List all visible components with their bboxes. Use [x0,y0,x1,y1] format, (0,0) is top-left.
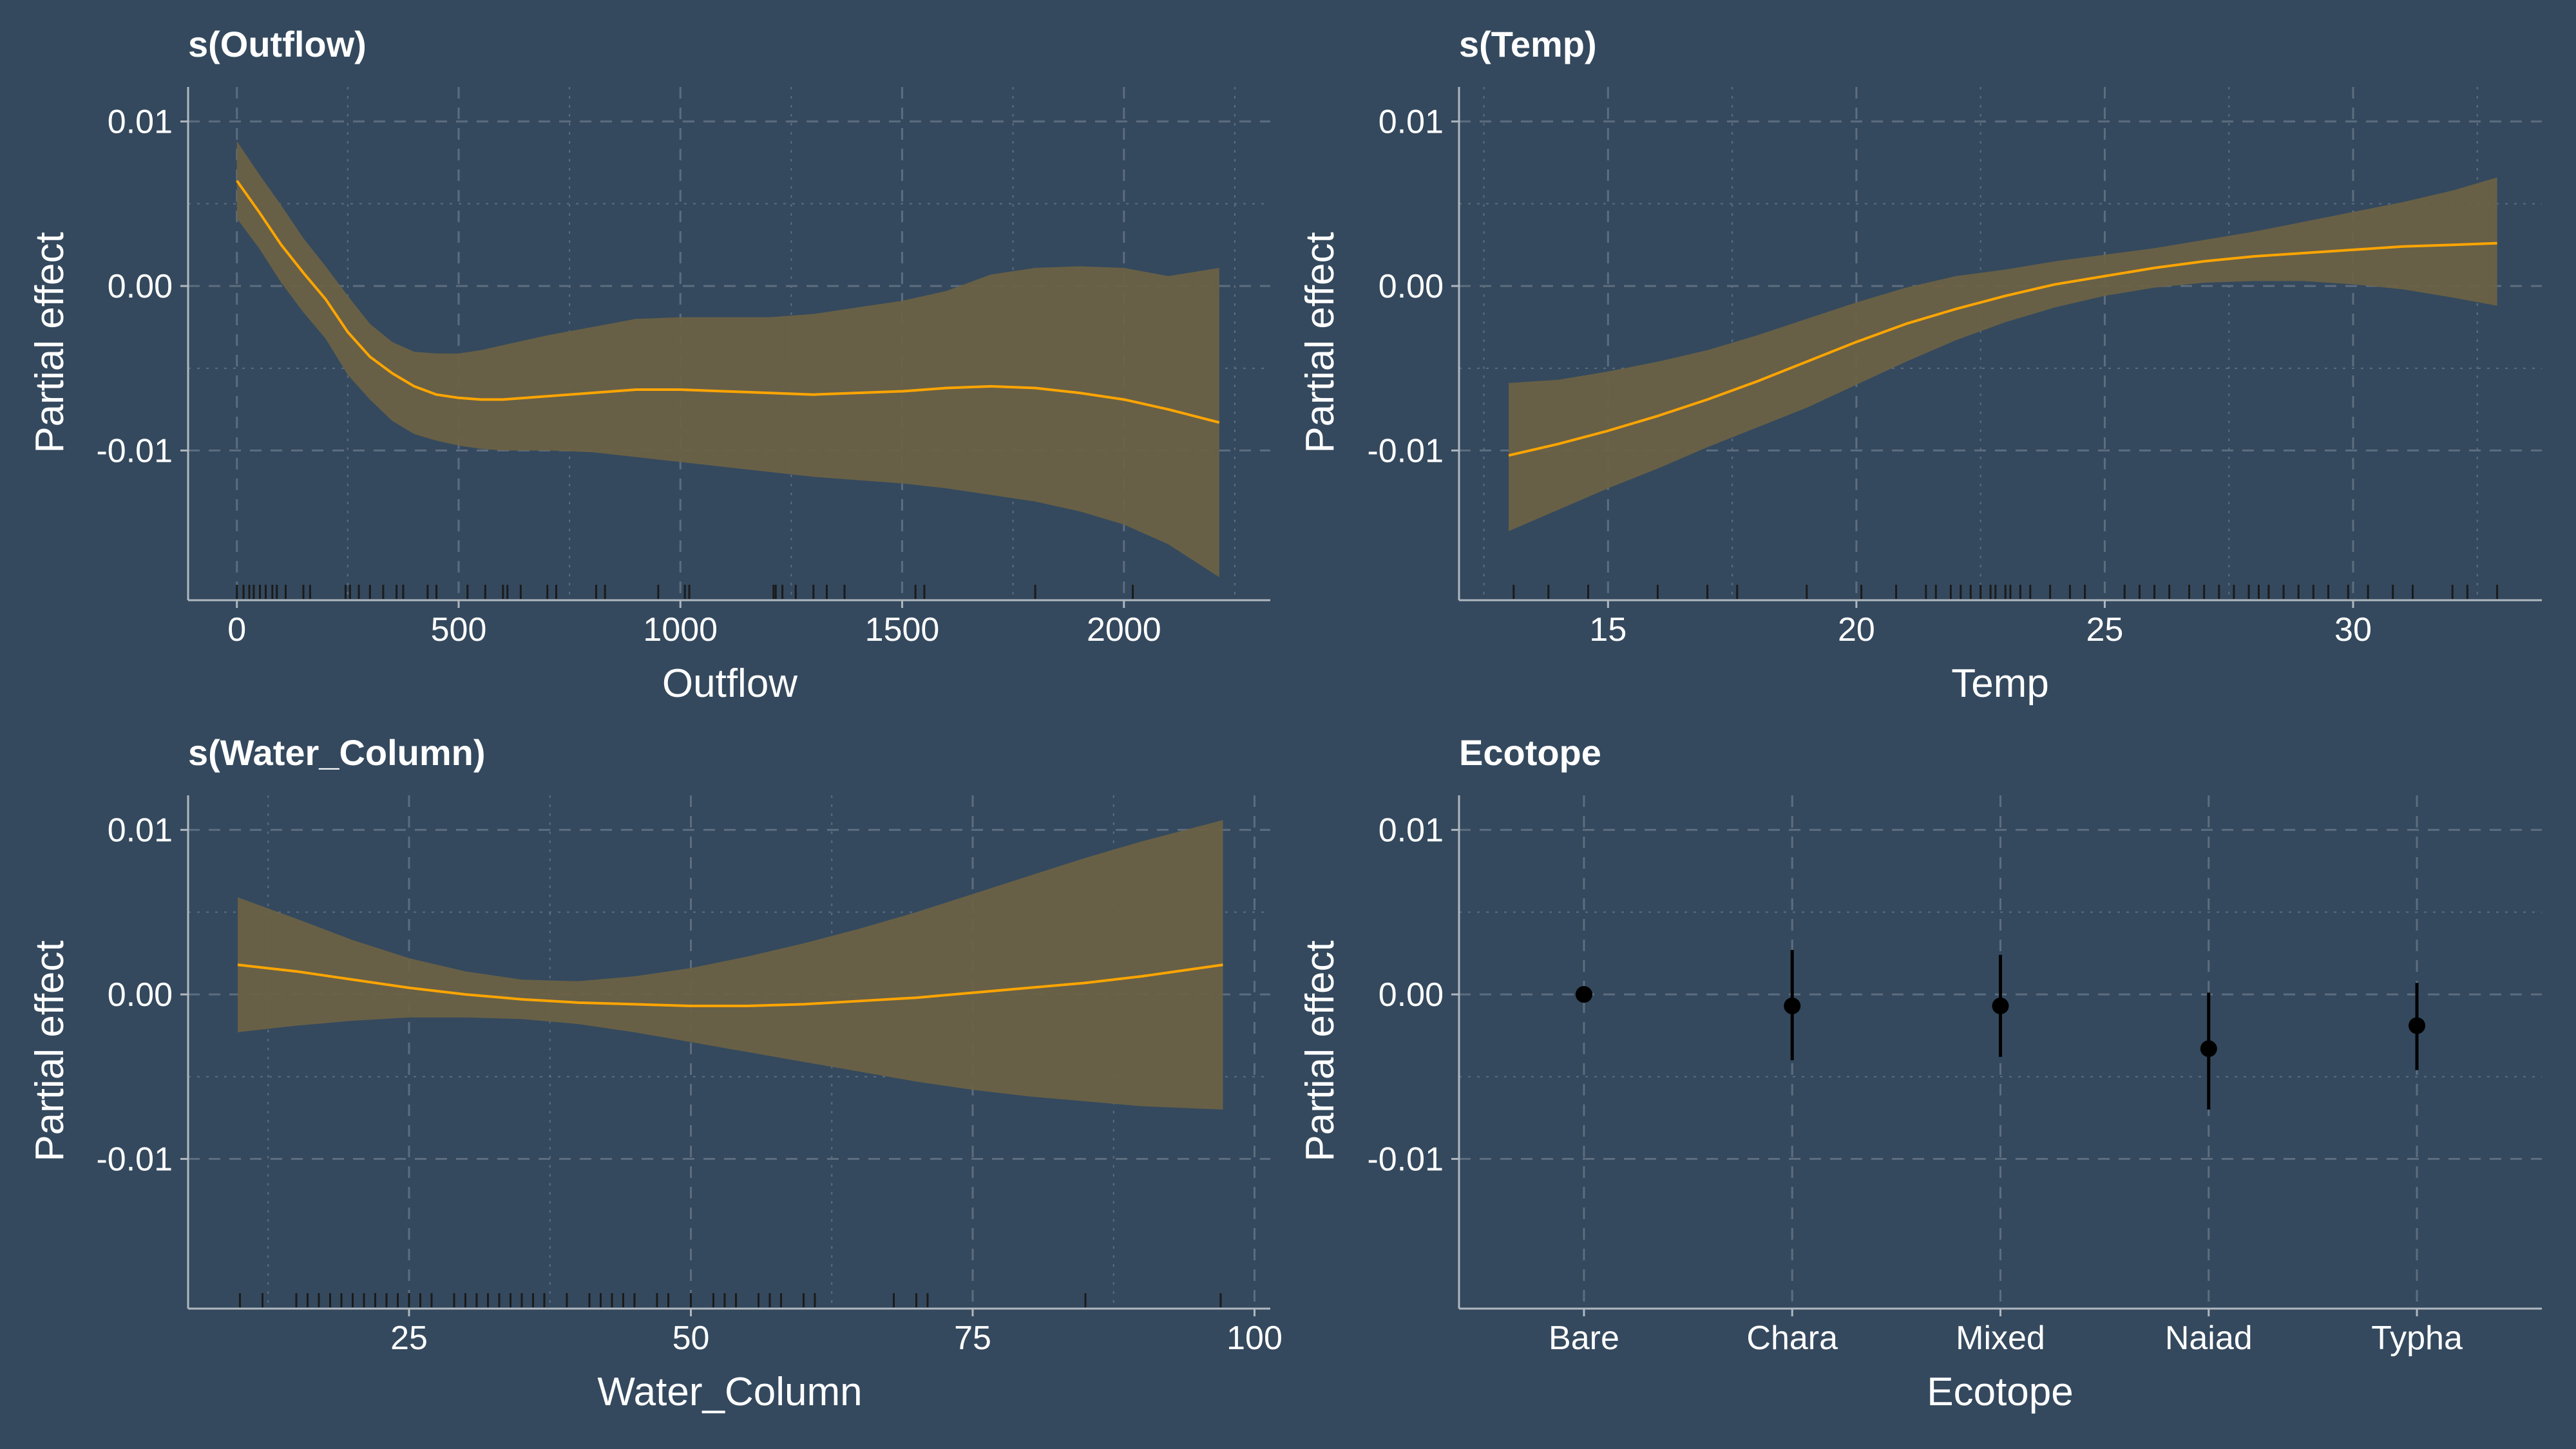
y-tick-label: -0.01 [1367,433,1444,470]
estimate-point [1575,986,1592,1003]
x-tick-label: 500 [431,611,487,649]
x-tick-label: 25 [2086,611,2124,649]
panel-ecotope: Ecotope -0.01 0.00 0.01 Bare Chara Mixed Naiad… [1298,732,2542,1414]
y-tick-label: 0.00 [1379,976,1444,1014]
y-tick-label: 0.00 [108,268,173,305]
x-tick-label: 2000 [1087,611,1161,649]
x-tick-label: Chara [1746,1320,1838,1357]
panel-title: s(Outflow) [188,24,367,64]
x-tick-label: Typha [2371,1320,2463,1357]
y-axis-title: Partial effect [28,940,72,1161]
y-tick-label: -0.01 [96,1141,173,1179]
x-tick-label: Naiad [2165,1320,2253,1357]
x-tick-label: 15 [1589,611,1627,649]
panel-title: s(Water_Column) [188,732,486,773]
y-axis-title: Partial effect [1298,232,1342,453]
estimate-point [2200,1040,2217,1057]
estimate-point [1784,997,1801,1014]
estimate-point [2409,1017,2426,1034]
y-tick-label: 0.00 [1379,268,1444,305]
x-axis-title: Water_Column [597,1370,862,1414]
y-tick-label: -0.01 [1367,1141,1444,1179]
panel-plot-layer: -0.01 0.00 0.01 25 50 75 100 [96,795,1283,1357]
confidence-band [238,820,1223,1110]
panel-temp: s(Temp) -0.01 0.00 0.01 15 20 25 30 Temp Parti… [1298,24,2542,706]
smooth-line [236,180,1220,424]
confidence-band [1509,177,2497,531]
x-tick-label: 100 [1226,1320,1283,1357]
x-tick-label: Mixed [1956,1320,2045,1357]
estimate-point [1992,997,2009,1014]
y-tick-label: 0.01 [1379,812,1444,849]
x-tick-label: 1000 [643,611,718,649]
y-tick-label: -0.01 [96,433,173,470]
y-axis-title: Partial effect [28,232,72,453]
x-axis-title: Temp [1951,661,2049,706]
x-axis-title: Ecotope [1927,1370,2074,1414]
x-tick-label: 30 [2334,611,2372,649]
x-tick-label: 0 [227,611,246,649]
confidence-band [236,141,1219,578]
x-tick-label: 25 [390,1320,428,1357]
y-tick-label: 0.00 [108,976,173,1014]
smooth-line [237,963,1223,1007]
panel-title: Ecotope [1459,732,1601,773]
panel-plot-layer: -0.01 0.00 0.01 Bare Chara Mixed Naiad Typha [1367,795,2542,1357]
x-tick-label: 20 [1838,611,1875,649]
x-tick-label: 1500 [865,611,940,649]
x-tick-label: 75 [954,1320,991,1357]
panel-water-column: s(Water_Column) -0.01 0.00 0.01 25 50 75 100 W… [28,732,1283,1414]
x-tick-label: Bare [1549,1320,1619,1357]
y-tick-label: 0.01 [1379,104,1444,141]
smooth-line [1508,242,2497,457]
panel-outflow: s(Outflow) -0.01 0.00 0.01 0 500 1000 1500 2000… [28,24,1270,706]
panel-title: s(Temp) [1459,24,1597,64]
y-axis-title: Partial effect [1298,940,1342,1161]
x-tick-label: 50 [673,1320,710,1357]
y-tick-label: 0.01 [108,104,173,141]
panel-plot-layer: -0.01 0.00 0.01 15 20 25 30 [1367,87,2542,649]
y-tick-label: 0.01 [108,812,173,849]
x-axis-title: Outflow [662,661,797,706]
panel-plot-layer: -0.01 0.00 0.01 0 500 1000 1500 2000 [96,87,1270,649]
